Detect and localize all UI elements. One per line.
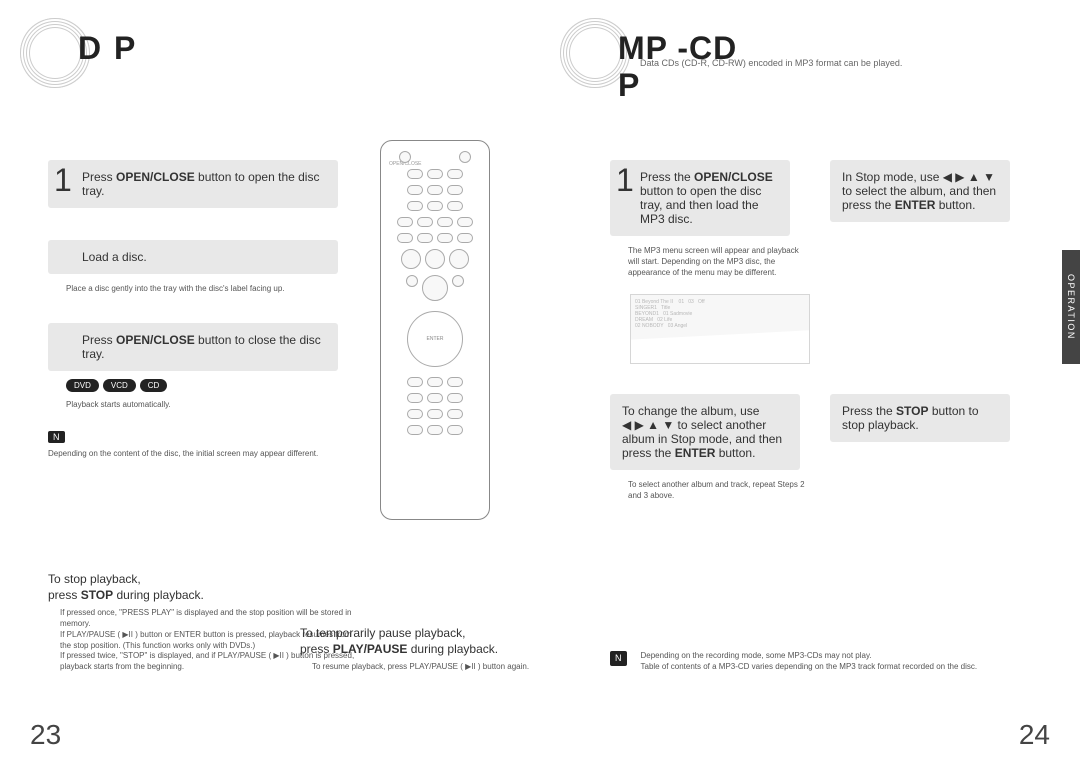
title-text-left: D P — [78, 30, 137, 67]
stop-btn: STOP — [81, 588, 113, 602]
pause-line2c: during playback. — [407, 642, 498, 656]
stop-line2c: during playback. — [113, 588, 204, 602]
r-step1-card: 1 Press the OPEN/CLOSE button to open th… — [610, 160, 790, 236]
remote-dpad-icon — [407, 311, 463, 367]
step-1-number: 1 — [54, 162, 72, 199]
r-step1-b: button to open the disc tray, and then l… — [640, 184, 761, 226]
pause-line2a: press — [300, 642, 333, 656]
step-3-card: Press OPEN/CLOSE button to close the dis… — [48, 323, 338, 371]
r-step2-card: In Stop mode, use ◀ ▶ ▲ ▼ to select the … — [830, 160, 1010, 222]
step-3-btn: OPEN/CLOSE — [116, 333, 195, 347]
step-2-card: Load a disc. — [48, 240, 338, 274]
r-step3-note: To select another album and track, repea… — [610, 476, 810, 512]
disc-badges: DVD VCD CD — [48, 379, 368, 392]
r-step1-a: Press the — [640, 170, 694, 184]
right-n-notes: Depending on the recording mode, some MP… — [641, 651, 978, 673]
r-step3-a: To change the album, use — [622, 404, 759, 418]
r-step2-a: In Stop mode, use — [842, 170, 943, 184]
r-step4-card: Press the STOP button to stop playback. — [830, 394, 1010, 442]
right-steps: 1 Press the OPEN/CLOSE button to open th… — [610, 160, 1020, 512]
badge-dvd: DVD — [66, 379, 99, 392]
step-1-card: 1 Press OPEN/CLOSE button to open the di… — [48, 160, 338, 208]
pause-note: To resume playback, press PLAY/PAUSE ( ▶… — [300, 658, 530, 683]
page-number-23: 23 — [30, 719, 61, 751]
r-step1-btn: OPEN/CLOSE — [694, 170, 773, 184]
step2-col: In Stop mode, use ◀ ▶ ▲ ▼ to select the … — [830, 160, 1010, 364]
initial-screen-note: Depending on the content of the disc, th… — [48, 445, 358, 470]
page-number-24: 24 — [1019, 719, 1050, 751]
auto-playback-note: Playback starts automatically. — [48, 396, 358, 421]
page-title-left: D P — [20, 18, 220, 78]
pause-line1: To temporarily pause playback, — [300, 625, 530, 642]
manual-spread: D P 1 Press OPEN/CLOSE button to open th… — [0, 0, 1080, 763]
operation-tab: OPERATION — [1062, 250, 1080, 364]
page-23: D P 1 Press OPEN/CLOSE button to open th… — [0, 0, 540, 763]
subtitle-right: Data CDs (CD-R, CD-RW) encoded in MP3 fo… — [640, 58, 902, 68]
stop-line1: To stop playback, — [48, 571, 368, 588]
step-2-note: Place a disc gently into the tray with t… — [48, 280, 358, 305]
r-step1-note: The MP3 menu screen will appear and play… — [610, 242, 810, 288]
step4-col: Press the STOP button to stop playback. — [830, 394, 1010, 512]
r-step2-c: button. — [935, 198, 975, 212]
step3-col: To change the album, use ◀ ▶ ▲ ▼ to sele… — [610, 394, 810, 512]
stop-line2a: press — [48, 588, 81, 602]
r-step2-btn: ENTER — [895, 198, 936, 212]
step1-col: 1 Press the OPEN/CLOSE button to open th… — [610, 160, 810, 364]
badge-vcd: VCD — [103, 379, 136, 392]
left-steps-column: 1 Press OPEN/CLOSE button to open the di… — [48, 160, 368, 469]
r-step4-btn: STOP — [896, 404, 928, 418]
r-step1-num: 1 — [616, 162, 634, 199]
r-step3-card: To change the album, use ◀ ▶ ▲ ▼ to sele… — [610, 394, 800, 470]
step-2-text: Load a disc. — [82, 250, 147, 264]
right-note-row: N Depending on the recording mode, some … — [610, 651, 1020, 673]
remote-illustration — [380, 140, 490, 520]
note-badge-right: N — [610, 651, 627, 665]
page-24: MP -CD P Data CDs (CD-R, CD-RW) encoded … — [540, 0, 1080, 763]
arrows-icon: ◀ ▶ ▲ ▼ — [943, 170, 995, 184]
badge-cd: CD — [140, 379, 168, 392]
note-badge-left: N — [48, 431, 65, 443]
arrows-icon: ◀ ▶ ▲ ▼ — [622, 418, 674, 432]
step-1-btn: OPEN/CLOSE — [116, 170, 195, 184]
page-title-right: MP -CD P — [560, 18, 760, 78]
step-1-text-a: Press — [82, 170, 116, 184]
mp3-menu-screen-icon: 01 Beyond The II 01 03 Off SINGER1 Title… — [630, 294, 810, 364]
pause-playback-block: To temporarily pause playback, press PLA… — [300, 625, 530, 683]
r-step3-c: button. — [715, 446, 755, 460]
pause-btn: PLAY/PAUSE — [333, 642, 408, 656]
step-3-text-a: Press — [82, 333, 116, 347]
r-step3-btn: ENTER — [675, 446, 716, 460]
r-step4-a: Press the — [842, 404, 896, 418]
